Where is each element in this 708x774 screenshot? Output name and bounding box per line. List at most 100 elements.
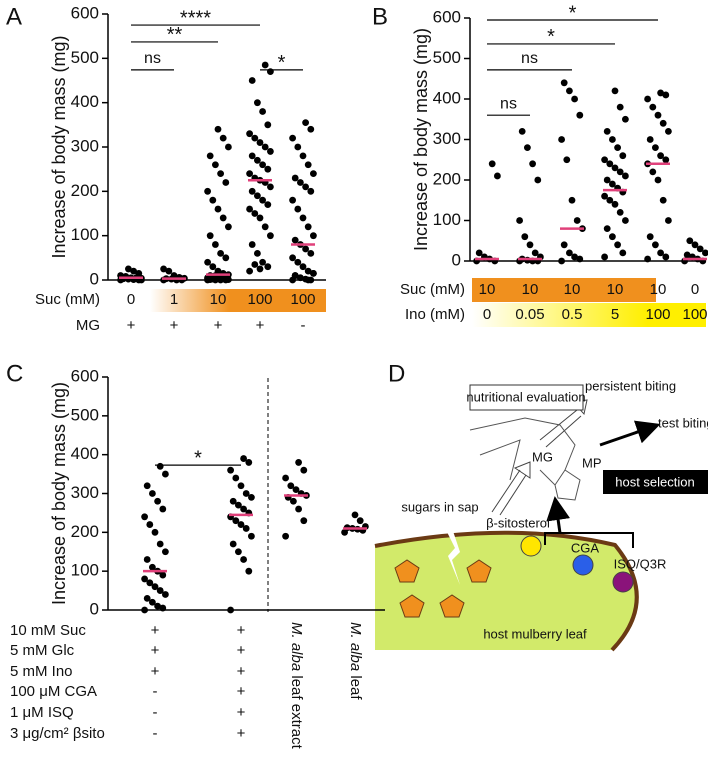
dot	[571, 253, 578, 261]
dot	[611, 200, 619, 208]
y-tick-label: 400	[71, 444, 99, 463]
dot	[289, 254, 296, 262]
dot	[609, 233, 616, 241]
dot	[227, 606, 235, 614]
dot	[248, 77, 256, 84]
dot	[297, 274, 304, 282]
dot	[529, 160, 536, 168]
category-text: leaf extract	[288, 671, 305, 749]
dot	[665, 217, 672, 224]
dot	[654, 176, 662, 184]
dot	[245, 459, 253, 466]
panel-label: D	[388, 360, 405, 387]
row-value: 10	[210, 291, 227, 308]
dot	[248, 187, 256, 195]
dot	[291, 272, 299, 279]
arrow	[599, 420, 661, 447]
dot	[646, 136, 654, 143]
dot	[206, 232, 214, 240]
dot	[616, 209, 624, 216]
row-value: +	[256, 317, 265, 334]
dot	[160, 265, 168, 273]
row-value: +	[237, 622, 246, 639]
sig-label: *	[569, 2, 577, 24]
dot	[204, 187, 212, 195]
suc-band	[472, 278, 656, 302]
y-tick-label: 200	[433, 169, 461, 188]
bracket	[544, 532, 634, 548]
mouthparts	[469, 417, 581, 501]
dot	[242, 490, 250, 497]
row-label: 1 μM ISQ	[10, 704, 74, 721]
dot	[124, 265, 132, 273]
dot	[662, 253, 670, 261]
dot	[254, 250, 261, 257]
dot	[156, 540, 164, 548]
dot	[304, 223, 312, 231]
dot	[662, 156, 670, 164]
dot	[558, 136, 565, 143]
dot	[225, 143, 232, 151]
dot	[219, 214, 227, 222]
y-tick-label: 100	[71, 225, 99, 244]
suc-gradient	[150, 289, 326, 312]
dot	[290, 497, 297, 505]
dot	[143, 482, 151, 490]
dot	[227, 466, 235, 474]
row-value: +	[237, 704, 246, 721]
dot	[475, 249, 483, 257]
dot	[573, 217, 581, 224]
dot	[267, 68, 274, 76]
category-text: leaf	[347, 671, 364, 700]
row-value: 100	[290, 291, 315, 308]
row-value: 100	[247, 291, 272, 308]
dot	[259, 161, 266, 169]
sig-label: ns	[500, 95, 517, 112]
sugar	[466, 559, 492, 583]
row-value: +	[237, 683, 246, 700]
row-value: 0.05	[515, 306, 544, 323]
dot	[219, 134, 227, 142]
dot	[294, 143, 302, 151]
species: M. alba	[288, 622, 305, 671]
row-value: -	[301, 317, 306, 334]
dot	[162, 470, 169, 478]
sig-label: *	[194, 447, 202, 469]
dot	[299, 152, 307, 160]
dot	[154, 497, 162, 505]
dot	[206, 152, 214, 160]
dot	[143, 556, 151, 563]
dot	[151, 583, 159, 591]
y-tick-label: 0	[90, 269, 99, 288]
dot	[644, 255, 651, 263]
dot	[686, 237, 694, 245]
dot	[141, 513, 149, 521]
dot	[521, 233, 529, 241]
dot	[235, 501, 242, 509]
dot	[248, 493, 255, 501]
row-value: 10	[650, 281, 667, 298]
y-tick-label: 500	[71, 48, 99, 67]
dot	[264, 201, 272, 209]
y-tick-label: 300	[71, 136, 99, 155]
dot	[165, 267, 173, 275]
dot	[259, 108, 266, 115]
leaf-edge	[374, 530, 639, 652]
row-value: 0	[127, 291, 135, 308]
dot	[702, 249, 708, 257]
dot	[141, 575, 149, 583]
dot	[256, 265, 264, 273]
dot	[267, 232, 274, 240]
dot	[657, 152, 664, 160]
dot	[295, 459, 302, 466]
dot	[212, 241, 219, 248]
dot	[214, 125, 222, 133]
dot	[606, 160, 614, 168]
cga-dot	[572, 554, 594, 576]
dot	[659, 196, 667, 204]
dot	[534, 176, 542, 184]
dot	[307, 250, 315, 257]
dot	[683, 251, 691, 259]
dot	[246, 130, 254, 138]
dot	[248, 532, 255, 540]
